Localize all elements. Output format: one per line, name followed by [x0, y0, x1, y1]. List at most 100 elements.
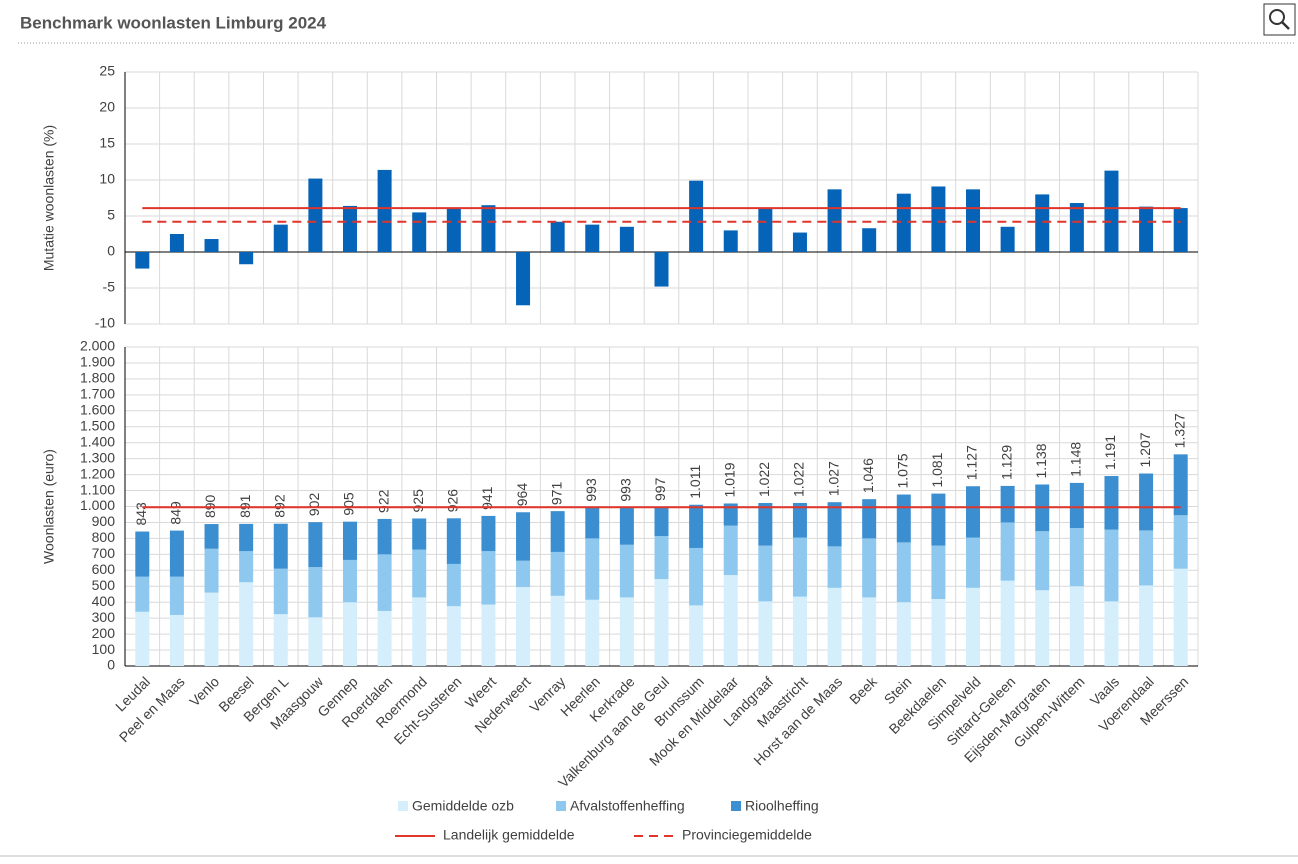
bar-segment	[723, 575, 738, 666]
bar-segment	[619, 544, 634, 598]
bar-segment	[412, 597, 427, 666]
total-label: 1.027	[825, 461, 841, 496]
bar-segment	[966, 486, 981, 538]
total-label: 922	[375, 489, 391, 513]
total-label: 941	[479, 486, 495, 510]
legend-label: Afvalstoffenheffing	[570, 798, 685, 814]
bar	[550, 221, 565, 252]
total-label: 1.191	[1102, 435, 1118, 470]
bar-segment	[135, 576, 150, 612]
legend-swatch	[556, 801, 566, 811]
bar-segment	[446, 518, 461, 564]
bar-segment	[1104, 601, 1119, 666]
bar	[377, 169, 392, 252]
bar-segment	[550, 595, 565, 666]
y-tick-label: 200	[92, 625, 116, 641]
bar-segment	[273, 523, 288, 569]
y-tick-label: 1.600	[80, 402, 115, 418]
bar-segment	[239, 582, 254, 666]
bar	[1173, 208, 1188, 252]
total-label: 1.011	[687, 465, 703, 499]
bar-segment	[1069, 586, 1084, 666]
bar	[412, 212, 427, 252]
total-label: 1.327	[1171, 413, 1187, 448]
bar-segment	[239, 551, 254, 583]
bar-segment	[169, 614, 184, 666]
total-label: 1.207	[1137, 432, 1153, 467]
bar-segment	[758, 545, 773, 602]
bar-segment	[758, 502, 773, 546]
bar	[308, 178, 323, 252]
bar-segment	[342, 521, 357, 560]
bar-segment	[377, 610, 392, 666]
total-label: 997	[652, 477, 668, 501]
total-label: 902	[306, 493, 322, 517]
y-tick-label: 700	[92, 545, 116, 561]
bar	[758, 208, 773, 252]
bar-segment	[896, 494, 911, 543]
y-tick-label: -5	[103, 279, 116, 295]
y-axis-title: Woonlasten (euro)	[41, 449, 57, 564]
bar	[792, 232, 807, 252]
bar	[654, 252, 669, 287]
bar	[273, 224, 288, 252]
bar-segment	[377, 554, 392, 611]
y-tick-label: 1.400	[80, 433, 115, 449]
bar-segment	[862, 499, 877, 539]
bar-segment	[204, 592, 219, 666]
y-tick-label: 1.200	[80, 465, 115, 481]
bar-segment	[1000, 522, 1015, 581]
y-tick-label: 1.300	[80, 449, 115, 465]
y-tick-label: 20	[99, 99, 115, 115]
total-label: 1.019	[721, 462, 737, 497]
search-button[interactable]	[1263, 3, 1296, 36]
bar-segment	[862, 538, 877, 598]
bar-segment	[204, 524, 219, 549]
bar-segment	[1035, 531, 1050, 591]
bar	[516, 252, 531, 306]
bar-segment	[481, 604, 496, 666]
total-label: 993	[618, 478, 634, 502]
bar-segment	[135, 531, 150, 577]
bar	[1000, 226, 1015, 252]
bar	[1139, 206, 1154, 252]
bar-segment	[1069, 482, 1084, 529]
legend-label: Landelijk gemiddelde	[443, 827, 575, 843]
total-label: 1.129	[998, 445, 1014, 480]
bar-segment	[689, 547, 704, 606]
y-tick-label: 1.000	[80, 497, 115, 513]
total-label: 905	[341, 492, 357, 516]
bar-segment	[585, 599, 600, 666]
total-label: 993	[583, 478, 599, 502]
y-tick-label: -10	[95, 315, 115, 331]
bar	[239, 252, 254, 265]
bar-segment	[654, 579, 669, 666]
bar-segment	[758, 601, 773, 666]
y-tick-label: 2.000	[80, 338, 115, 354]
bar-segment	[516, 560, 531, 588]
bar-segment	[169, 576, 184, 615]
bar-segment	[239, 523, 254, 552]
bar-segment	[412, 549, 427, 598]
total-label: 1.148	[1068, 442, 1084, 477]
bar-segment	[792, 537, 807, 597]
y-tick-label: 400	[92, 593, 116, 609]
bar	[827, 189, 842, 252]
bar	[862, 228, 877, 252]
bar-segment	[1000, 485, 1015, 523]
bar	[896, 193, 911, 252]
bar	[585, 224, 600, 252]
bar-segment	[827, 546, 842, 588]
legend-label: Rioolheffing	[745, 798, 819, 814]
bar-segment	[931, 599, 946, 666]
total-label: 849	[168, 501, 184, 525]
bar	[1104, 170, 1119, 252]
bar-segment	[308, 617, 323, 666]
bar	[966, 189, 981, 252]
y-tick-label: 10	[99, 171, 115, 187]
bar-segment	[342, 559, 357, 603]
bar	[446, 208, 461, 252]
bar	[169, 234, 184, 252]
bar-segment	[827, 502, 842, 547]
bar-segment	[931, 545, 946, 600]
